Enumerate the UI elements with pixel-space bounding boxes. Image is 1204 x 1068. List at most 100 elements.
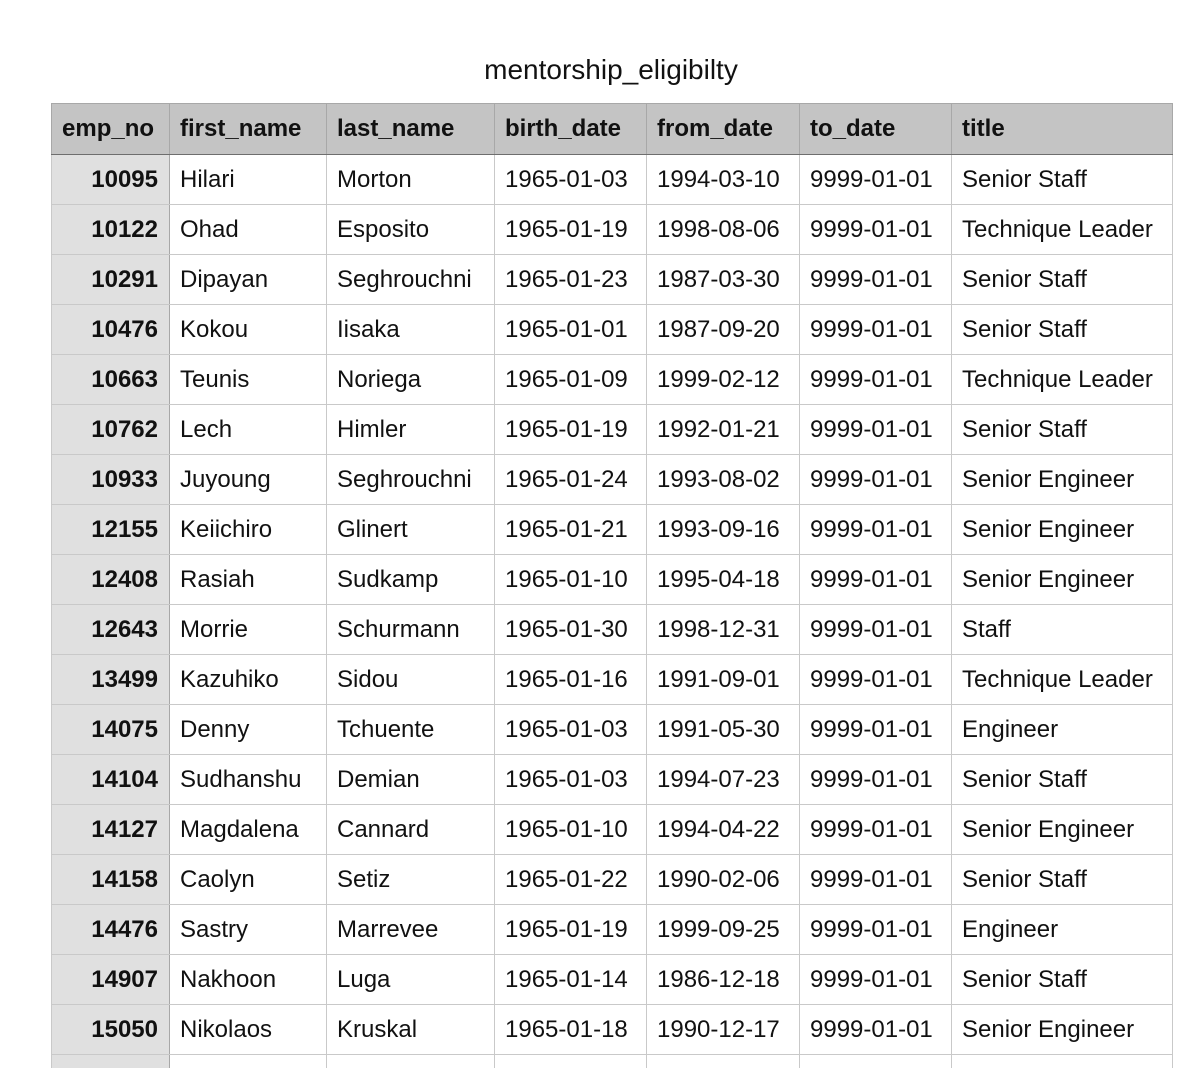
cell-title[interactable]: Senior Engineer <box>951 504 1173 555</box>
cell-first-name[interactable]: Nakhoon <box>169 954 327 1005</box>
cell-to-date[interactable]: 9999-01-01 <box>799 454 952 505</box>
cell-from-date[interactable]: 1994-04-22 <box>646 804 800 855</box>
cell-first-name[interactable]: Ohad <box>169 204 327 255</box>
column-header-birth-date[interactable]: birth_date <box>494 103 647 155</box>
cell-title[interactable] <box>951 1054 1173 1068</box>
cell-from-date[interactable]: 1990-02-06 <box>646 854 800 905</box>
cell-title[interactable]: Senior Engineer <box>951 804 1173 855</box>
cell-last-name[interactable]: Tchuente <box>326 704 495 755</box>
cell-birth-date[interactable]: 1965-01-16 <box>494 654 647 705</box>
cell-from-date[interactable]: 1998-08-06 <box>646 204 800 255</box>
cell-last-name[interactable]: Demian <box>326 754 495 805</box>
cell-emp-no[interactable]: 13499 <box>51 654 170 705</box>
cell-last-name[interactable]: Sidou <box>326 654 495 705</box>
cell-first-name[interactable]: Hilari <box>169 154 327 205</box>
cell-last-name[interactable]: Setiz <box>326 854 495 905</box>
cell-emp-no[interactable] <box>51 1054 170 1068</box>
cell-emp-no[interactable]: 10663 <box>51 354 170 405</box>
cell-title[interactable]: Senior Staff <box>951 154 1173 205</box>
cell-emp-no[interactable]: 12155 <box>51 504 170 555</box>
cell-from-date[interactable]: 1994-07-23 <box>646 754 800 805</box>
cell-from-date[interactable]: 1993-09-16 <box>646 504 800 555</box>
cell-last-name[interactable]: Kruskal <box>326 1004 495 1055</box>
cell-title[interactable]: Senior Engineer <box>951 454 1173 505</box>
cell-emp-no[interactable]: 10122 <box>51 204 170 255</box>
cell-title[interactable]: Senior Staff <box>951 854 1173 905</box>
cell-last-name[interactable]: Luga <box>326 954 495 1005</box>
cell-from-date[interactable]: 1987-03-30 <box>646 254 800 305</box>
cell-title[interactable]: Technique Leader <box>951 204 1173 255</box>
cell-emp-no[interactable]: 14104 <box>51 754 170 805</box>
cell-emp-no[interactable]: 10476 <box>51 304 170 355</box>
cell-birth-date[interactable]: 1965-01-19 <box>494 204 647 255</box>
cell-from-date[interactable]: 1991-05-30 <box>646 704 800 755</box>
cell-emp-no[interactable]: 10291 <box>51 254 170 305</box>
cell-birth-date[interactable]: 1965-01-30 <box>494 604 647 655</box>
cell-last-name[interactable]: Iisaka <box>326 304 495 355</box>
cell-first-name[interactable]: Magdalena <box>169 804 327 855</box>
cell-to-date[interactable]: 9999-01-01 <box>799 754 952 805</box>
cell-last-name[interactable]: Seghrouchni <box>326 454 495 505</box>
cell-last-name[interactable] <box>326 1054 495 1068</box>
cell-from-date[interactable]: 1998-12-31 <box>646 604 800 655</box>
cell-emp-no[interactable]: 14907 <box>51 954 170 1005</box>
cell-to-date[interactable]: 9999-01-01 <box>799 504 952 555</box>
cell-to-date[interactable] <box>799 1054 952 1068</box>
cell-first-name[interactable]: Kokou <box>169 304 327 355</box>
cell-emp-no[interactable]: 14476 <box>51 904 170 955</box>
cell-last-name[interactable]: Marrevee <box>326 904 495 955</box>
cell-first-name[interactable]: Caolyn <box>169 854 327 905</box>
cell-to-date[interactable]: 9999-01-01 <box>799 204 952 255</box>
cell-last-name[interactable]: Schurmann <box>326 604 495 655</box>
column-header-emp-no[interactable]: emp_no <box>51 103 170 155</box>
cell-first-name[interactable]: Lech <box>169 404 327 455</box>
cell-title[interactable]: Senior Staff <box>951 754 1173 805</box>
cell-birth-date[interactable]: 1965-01-14 <box>494 954 647 1005</box>
cell-birth-date[interactable]: 1965-01-19 <box>494 904 647 955</box>
cell-title[interactable]: Engineer <box>951 904 1173 955</box>
cell-first-name[interactable]: Denny <box>169 704 327 755</box>
cell-first-name[interactable]: Kazuhiko <box>169 654 327 705</box>
cell-last-name[interactable]: Sudkamp <box>326 554 495 605</box>
cell-emp-no[interactable]: 14075 <box>51 704 170 755</box>
cell-emp-no[interactable]: 14158 <box>51 854 170 905</box>
cell-first-name[interactable]: Sastry <box>169 904 327 955</box>
table-container[interactable]: emp_no first_name last_name birth_date from_… <box>51 103 1173 1068</box>
cell-birth-date[interactable]: 1965-01-10 <box>494 804 647 855</box>
column-header-to-date[interactable]: to_date <box>799 103 952 155</box>
cell-last-name[interactable]: Seghrouchni <box>326 254 495 305</box>
cell-emp-no[interactable]: 10933 <box>51 454 170 505</box>
cell-to-date[interactable]: 9999-01-01 <box>799 404 952 455</box>
cell-last-name[interactable]: Glinert <box>326 504 495 555</box>
cell-birth-date[interactable]: 1965-01-10 <box>494 554 647 605</box>
cell-to-date[interactable]: 9999-01-01 <box>799 604 952 655</box>
cell-to-date[interactable]: 9999-01-01 <box>799 354 952 405</box>
cell-first-name[interactable]: Teunis <box>169 354 327 405</box>
cell-last-name[interactable]: Esposito <box>326 204 495 255</box>
column-header-last-name[interactable]: last_name <box>326 103 495 155</box>
cell-first-name[interactable] <box>169 1054 327 1068</box>
cell-last-name[interactable]: Cannard <box>326 804 495 855</box>
cell-first-name[interactable]: Rasiah <box>169 554 327 605</box>
cell-to-date[interactable]: 9999-01-01 <box>799 254 952 305</box>
cell-to-date[interactable]: 9999-01-01 <box>799 854 952 905</box>
cell-to-date[interactable]: 9999-01-01 <box>799 704 952 755</box>
cell-to-date[interactable]: 9999-01-01 <box>799 554 952 605</box>
column-header-first-name[interactable]: first_name <box>169 103 327 155</box>
cell-birth-date[interactable]: 1965-01-24 <box>494 454 647 505</box>
cell-title[interactable]: Senior Engineer <box>951 554 1173 605</box>
cell-first-name[interactable]: Keiichiro <box>169 504 327 555</box>
cell-from-date[interactable]: 1987-09-20 <box>646 304 800 355</box>
cell-title[interactable]: Senior Staff <box>951 304 1173 355</box>
cell-to-date[interactable]: 9999-01-01 <box>799 904 952 955</box>
column-header-title[interactable]: title <box>951 103 1173 155</box>
cell-emp-no[interactable]: 10762 <box>51 404 170 455</box>
cell-last-name[interactable]: Noriega <box>326 354 495 405</box>
cell-from-date[interactable] <box>646 1054 800 1068</box>
cell-birth-date[interactable]: 1965-01-19 <box>494 404 647 455</box>
cell-birth-date[interactable]: 1965-01-03 <box>494 704 647 755</box>
cell-birth-date[interactable]: 1965-01-03 <box>494 154 647 205</box>
cell-from-date[interactable]: 1995-04-18 <box>646 554 800 605</box>
cell-first-name[interactable]: Sudhanshu <box>169 754 327 805</box>
cell-from-date[interactable]: 1991-09-01 <box>646 654 800 705</box>
